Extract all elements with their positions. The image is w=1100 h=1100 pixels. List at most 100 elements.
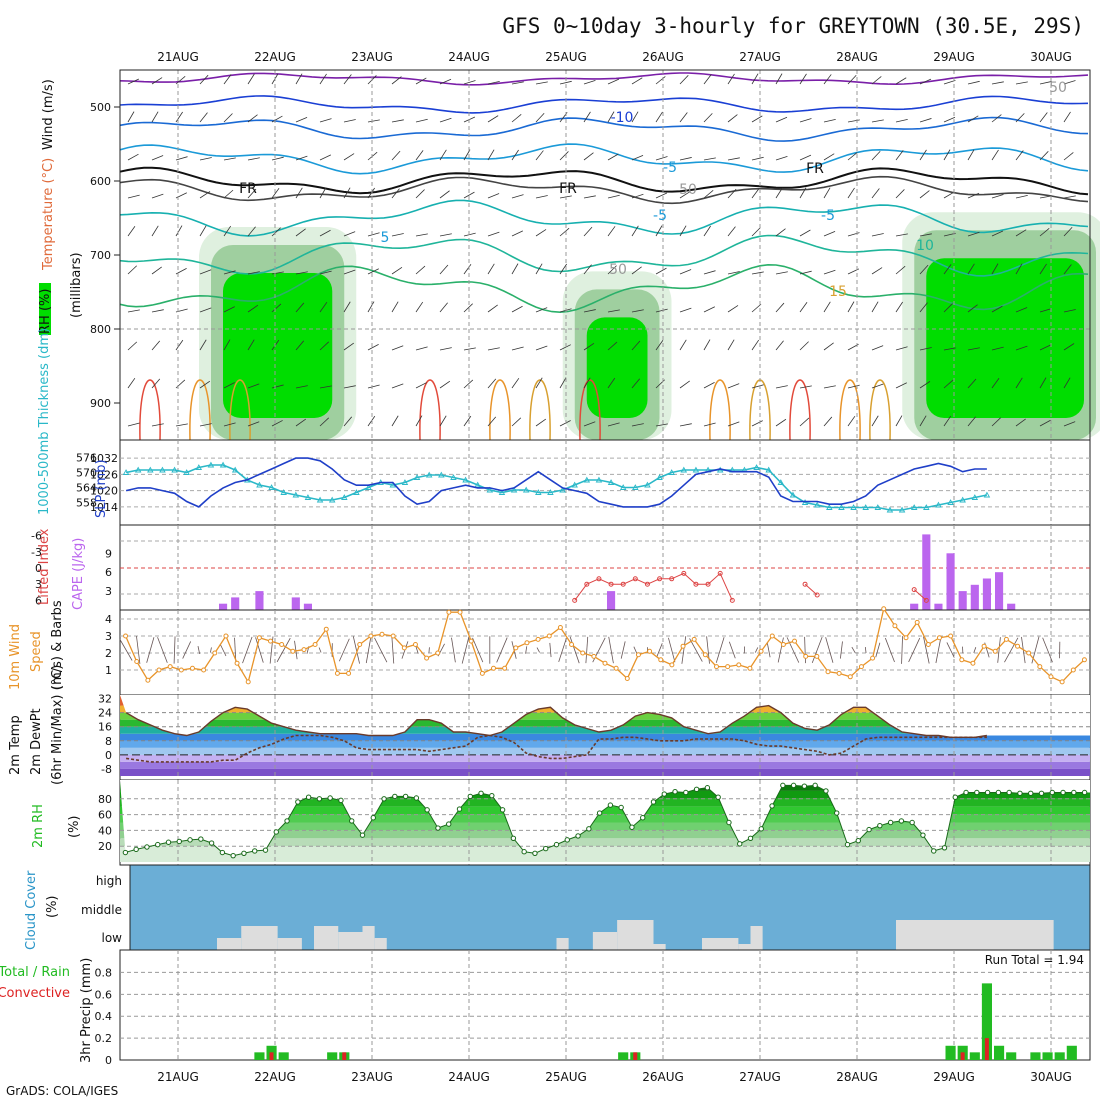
wind-speed-point <box>635 652 641 658</box>
wind-barb <box>847 384 860 389</box>
wind-barb <box>319 385 332 389</box>
chart-title: GFS 0~10day 3-hourly for GREYTOWN (30.5E… <box>502 14 1084 38</box>
contour-label: -5 <box>653 208 667 224</box>
thickness-marker <box>547 489 554 495</box>
wind-barb <box>439 347 452 351</box>
bottom-date-label: 25AUG <box>545 1070 587 1084</box>
wind-barb <box>967 231 980 237</box>
wind-barb <box>607 377 616 389</box>
thickness-marker <box>535 489 542 495</box>
wind-speed-point <box>624 676 630 681</box>
wind-barb <box>271 227 281 237</box>
wind-barb <box>223 157 236 161</box>
cloud-blocks <box>217 920 1054 950</box>
wind-speed-point <box>580 650 586 656</box>
rh-point <box>812 782 818 789</box>
wind-barb <box>823 187 831 199</box>
wind-barb <box>631 225 639 237</box>
slp-tick-label: 1026 <box>90 468 118 481</box>
thickness-marker <box>316 496 324 503</box>
thickness-slp-frame <box>119 439 1091 526</box>
rh-point <box>402 793 409 800</box>
wind-barb <box>703 74 712 85</box>
rh-point <box>467 793 473 800</box>
wind-barb <box>535 345 548 351</box>
wind-barb <box>703 422 716 427</box>
thickness-tick-label: 576 <box>76 452 97 465</box>
surface-wind-barb <box>197 646 201 654</box>
wind-barb <box>391 188 400 199</box>
low-cloud-block <box>217 938 242 950</box>
rh-point <box>187 837 193 843</box>
lifted-index-point <box>923 597 929 603</box>
wind-barb <box>199 307 212 313</box>
rh-point <box>737 841 743 847</box>
rh-point <box>499 807 506 813</box>
wind-speed-point <box>892 623 898 629</box>
rh-point <box>834 810 840 816</box>
rh-region-core <box>926 258 1084 418</box>
wind-barb <box>1039 263 1047 275</box>
wind-barb <box>367 232 380 237</box>
pressure-tick-label: 500 <box>90 101 111 114</box>
wind-barb <box>967 347 980 351</box>
wind-barb <box>799 270 812 275</box>
surface-wind-barb <box>681 636 687 664</box>
wind-barb <box>919 78 932 85</box>
wind-barb <box>1039 112 1048 123</box>
surface-wind-barb <box>318 647 322 653</box>
wind-speed-point <box>1059 679 1065 685</box>
precip-total-bar <box>994 1045 1005 1060</box>
surface-wind-barb <box>908 637 921 663</box>
wind-barb <box>367 415 376 427</box>
dewpoint-line <box>125 734 987 763</box>
wind-barb <box>775 385 788 389</box>
wind-barb <box>895 415 903 427</box>
rh-point <box>219 849 226 856</box>
surface-wind-barb <box>875 642 881 658</box>
rh-band <box>120 830 1090 839</box>
rh-tick-label: 40 <box>98 824 112 837</box>
wind-barb <box>799 341 809 351</box>
wind-barb <box>919 381 931 389</box>
temperature-contour <box>119 263 1089 314</box>
wind-barb <box>343 301 351 313</box>
rh-point <box>1081 789 1088 796</box>
wind-barb <box>463 232 476 237</box>
wind-barb <box>343 269 356 275</box>
rh-point <box>607 802 614 808</box>
wind-barb <box>583 342 595 351</box>
wind-barb <box>535 307 548 313</box>
wind-speed-point <box>702 652 708 658</box>
bottom-date-label: 27AUG <box>739 1070 781 1084</box>
rh-point <box>618 804 624 811</box>
wind-barb <box>655 76 666 85</box>
wind-speed-point <box>557 625 563 630</box>
precip-conv-bar <box>633 1052 638 1060</box>
cape-axis-label: CAPE (J/kg) <box>71 538 86 610</box>
wind-barb <box>967 304 978 313</box>
temp-tick-label: 16 <box>98 721 112 734</box>
cape-bar <box>219 603 228 610</box>
rh-point <box>661 791 667 797</box>
wind-barb <box>391 415 399 427</box>
wind-barb <box>247 271 260 275</box>
wind-barb <box>703 339 711 351</box>
thickness-marker <box>789 491 797 498</box>
surface-wind-barb <box>620 641 626 659</box>
wind-barb <box>919 415 927 427</box>
lifted-index-point <box>717 570 723 576</box>
wind-barb <box>535 81 548 85</box>
wind-barb <box>751 188 760 199</box>
wind-speed-point <box>435 650 441 656</box>
wind-barb <box>799 302 808 313</box>
warm-contour <box>579 379 601 441</box>
precip-total-bar <box>1042 1052 1053 1060</box>
wind-speed-point <box>981 643 987 649</box>
wind-barb <box>583 377 591 389</box>
thickness-marker <box>328 496 336 503</box>
bottom-date-label: 21AUG <box>157 1070 199 1084</box>
cape-bar <box>303 603 312 610</box>
surface-wind-barb <box>884 637 895 663</box>
wind-barb <box>151 266 162 275</box>
